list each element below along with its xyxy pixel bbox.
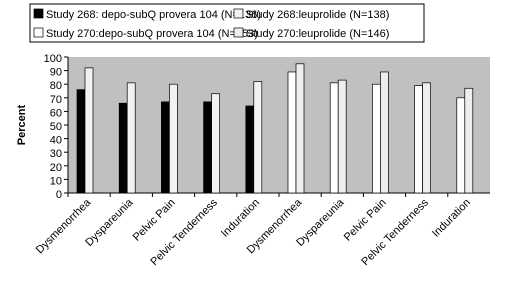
x-tick-label: Dysmenorrhea [34,196,94,256]
bar [253,81,263,194]
legend-label: Study 270:depo-subQ provera 104 (N=153) [46,28,258,40]
bar [211,93,220,194]
y-tick-label: 40 [50,135,62,147]
bar [203,101,212,194]
y-tick-label: 100 [44,53,62,65]
bar [337,79,347,194]
bar [295,63,305,194]
legend-swatch [33,27,44,38]
bar [84,67,94,194]
legend-box [29,3,425,43]
y-tick-label: 20 [50,162,62,174]
bar [245,105,255,194]
bar [169,83,178,194]
bar [464,87,474,194]
bar [126,82,136,194]
y-tick-label: 70 [50,94,62,106]
bar [329,82,339,194]
y-tick-label: 30 [50,148,62,160]
legend-swatch [233,27,244,38]
y-axis-label: Percent [16,104,28,145]
bar [422,82,431,194]
y-tick-label: 10 [50,175,62,187]
bar [161,101,170,194]
y-tick-label: 50 [50,121,62,133]
legend-label: Study 268: depo-subQ provera 104 (N=136) [46,9,261,21]
legend-label: Study 270:leuprolide (N=146) [246,28,389,40]
bar [372,83,381,194]
bar [287,71,297,194]
bar [456,97,466,194]
legend-label: Study 268:leuprolide (N=138) [246,9,389,21]
y-tick-label: 0 [56,189,62,201]
y-tick-label: 80 [50,80,62,92]
x-tick-label: Induration [219,197,262,240]
bar [414,85,423,194]
bar [380,71,389,194]
legend-swatch [33,8,44,19]
y-tick-label: 90 [50,67,62,79]
legend-swatch [233,8,244,19]
bar [118,102,128,194]
bar [76,89,86,194]
x-tick-label: Induration [430,197,473,240]
y-tick-label: 60 [50,107,62,119]
